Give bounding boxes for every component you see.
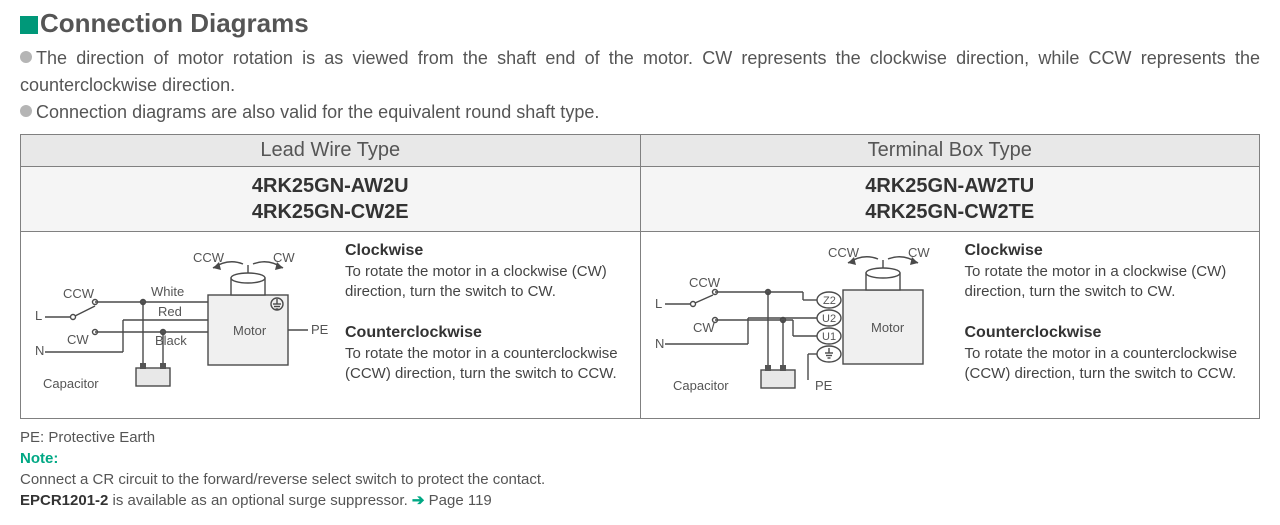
- connection-diagram-table: Lead Wire Type Terminal Box Type 4RK25GN…: [20, 134, 1260, 419]
- svg-text:Red: Red: [158, 304, 182, 319]
- bullet-icon: [20, 51, 32, 63]
- svg-text:Z2: Z2: [823, 295, 836, 307]
- model-row: 4RK25GN-AW2U 4RK25GN-CW2E 4RK25GN-AW2TU …: [21, 167, 1260, 232]
- col-header-terminal-box: Terminal Box Type: [640, 135, 1260, 167]
- svg-text:CCW: CCW: [63, 286, 95, 301]
- svg-text:CW: CW: [908, 245, 930, 260]
- svg-text:Motor: Motor: [233, 323, 267, 338]
- svg-text:Black: Black: [155, 333, 187, 348]
- svg-text:Capacitor: Capacitor: [43, 376, 99, 391]
- svg-text:U1: U1: [822, 331, 836, 343]
- svg-text:U2: U2: [822, 313, 836, 325]
- terminal-box-diagram: Motor CCW CW Z2: [653, 240, 953, 410]
- diagram-row: Motor CCW CW: [21, 232, 1260, 419]
- note-label: Note:: [20, 450, 58, 467]
- note-text: Connect a CR circuit to the forward/reve…: [20, 469, 1260, 490]
- intro-line-2: Connection diagrams are also valid for t…: [20, 99, 1260, 126]
- diagram-cell-terminal-box: Motor CCW CW Z2: [640, 232, 1260, 419]
- section-title: Connection Diagrams: [20, 8, 1260, 39]
- col-header-lead-wire: Lead Wire Type: [21, 135, 641, 167]
- intro-block: The direction of motor rotation is as vi…: [20, 45, 1260, 126]
- svg-text:CW: CW: [67, 332, 89, 347]
- svg-text:CCW: CCW: [828, 245, 860, 260]
- epcr-model: EPCR1201-2: [20, 492, 108, 509]
- svg-text:CW: CW: [693, 320, 715, 335]
- svg-text:PE: PE: [311, 322, 329, 337]
- svg-text:L: L: [655, 296, 662, 311]
- lead-wire-diagram: Motor CCW CW: [33, 240, 333, 405]
- svg-text:White: White: [151, 284, 184, 299]
- pe-note: PE: Protective Earth: [20, 427, 1260, 448]
- models-lead-wire: 4RK25GN-AW2U 4RK25GN-CW2E: [21, 167, 641, 232]
- square-bullet-icon: [20, 16, 38, 34]
- svg-text:N: N: [655, 336, 664, 351]
- svg-text:Capacitor: Capacitor: [673, 378, 729, 393]
- diagram-cell-lead-wire: Motor CCW CW: [21, 232, 641, 419]
- svg-text:Motor: Motor: [871, 320, 905, 335]
- arrow-icon: ➔: [412, 492, 429, 509]
- svg-text:L: L: [35, 308, 42, 323]
- svg-text:CCW: CCW: [689, 275, 721, 290]
- bullet-icon: [20, 105, 32, 117]
- svg-text:PE: PE: [815, 378, 833, 393]
- desc-terminal-box: Clockwise To rotate the motor in a clock…: [965, 240, 1248, 384]
- header-row: Lead Wire Type Terminal Box Type: [21, 135, 1260, 167]
- intro-line-1: The direction of motor rotation is as vi…: [20, 45, 1260, 99]
- svg-text:CCW: CCW: [193, 250, 225, 265]
- models-terminal-box: 4RK25GN-AW2TU 4RK25GN-CW2TE: [640, 167, 1260, 232]
- desc-lead-wire: Clockwise To rotate the motor in a clock…: [345, 240, 628, 384]
- footer-notes: PE: Protective Earth Note: Connect a CR …: [20, 427, 1260, 511]
- svg-text:N: N: [35, 343, 44, 358]
- svg-text:CW: CW: [273, 250, 295, 265]
